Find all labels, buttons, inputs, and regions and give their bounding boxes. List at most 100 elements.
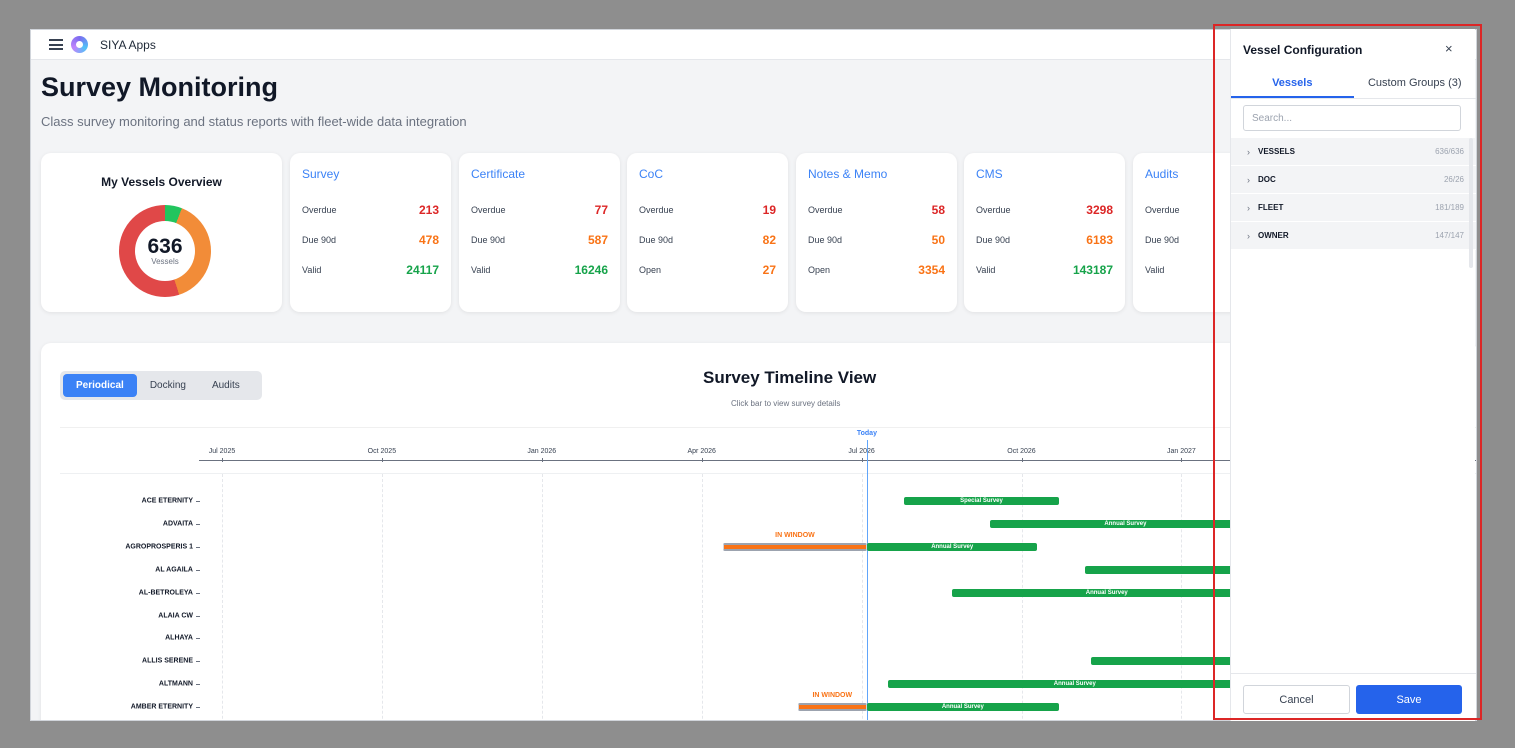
vessel-count: 636 xyxy=(147,235,183,258)
vessel-count-label: Vessels xyxy=(151,257,179,266)
search-input[interactable] xyxy=(1243,105,1461,131)
timeline-tabs: Periodical Docking Audits xyxy=(60,371,262,400)
group-name: VESSELS xyxy=(1258,147,1295,156)
survey-bar[interactable]: Annual Survey xyxy=(989,519,1262,528)
stat-value: 82 xyxy=(762,233,776,247)
survey-bar[interactable] xyxy=(1085,565,1262,574)
chevron-right-icon[interactable]: › xyxy=(1247,230,1250,241)
vessel-row-label[interactable]: ACE ETERNITY xyxy=(141,497,193,505)
chevron-right-icon[interactable]: › xyxy=(1247,174,1250,185)
survey-bar[interactable]: Annual Survey xyxy=(952,588,1262,597)
group-count: 636/636 xyxy=(1435,147,1464,156)
stat-row: Valid 16246 xyxy=(471,255,608,285)
gridline xyxy=(541,474,543,720)
vessel-row-label[interactable]: AMBER ETERNITY xyxy=(130,703,193,711)
stat-label: Due 90d xyxy=(1145,235,1180,245)
close-icon[interactable]: × xyxy=(1445,41,1453,56)
stat-card-notes-memo[interactable]: Notes & Memo Overdue 58 Due 90d 50 Open 3354 xyxy=(796,153,957,312)
chevron-right-icon[interactable]: › xyxy=(1247,146,1250,157)
stat-value: 587 xyxy=(587,233,608,247)
vessel-row-label[interactable]: ALTMANN xyxy=(158,680,193,688)
y-tick xyxy=(196,523,200,525)
stat-value: 24117 xyxy=(406,263,439,277)
survey-bar[interactable]: Special Survey xyxy=(904,497,1059,505)
gridline xyxy=(222,474,223,720)
stat-label: Overdue xyxy=(471,205,506,215)
group-count: 26/26 xyxy=(1443,175,1464,184)
siya-logo-icon xyxy=(71,36,88,53)
stat-row: Due 90d 82 xyxy=(639,225,776,255)
vessels-donut-chart[interactable]: 636 Vessels xyxy=(119,205,211,297)
gridline xyxy=(381,474,383,720)
x-tick xyxy=(1021,458,1023,462)
vessel-row-label[interactable]: ALAIA CW xyxy=(158,612,193,619)
vessel-configuration-panel: Vessel Configuration × Vessels Custom Gr… xyxy=(1230,29,1476,721)
stat-label: Overdue xyxy=(639,205,674,215)
stat-label: Overdue xyxy=(976,205,1011,215)
stat-label: Valid xyxy=(471,265,491,275)
chevron-right-icon[interactable]: › xyxy=(1247,202,1250,213)
menu-icon[interactable] xyxy=(49,39,63,50)
group-row-owner[interactable]: › OWNER 147/147 xyxy=(1231,222,1476,250)
stat-card-certificate[interactable]: Certificate Overdue 77 Due 90d 587 Valid 16246 xyxy=(459,153,620,312)
stat-row: Due 90d 50 xyxy=(808,225,945,255)
stat-value: 6183 xyxy=(1086,233,1113,247)
group-list: › VESSELS 636/636 › DOC 26/26 › FLEET 181/189 › OW… xyxy=(1231,138,1476,250)
tab-periodical[interactable]: Periodical xyxy=(63,374,137,397)
stat-card-title: Notes & Memo xyxy=(808,167,888,181)
stat-row: Valid 24117 xyxy=(302,255,439,285)
vessel-row-label[interactable]: ALLIS SERENE xyxy=(142,657,193,665)
survey-bar[interactable]: Annual Survey xyxy=(866,542,1038,551)
stat-row: Valid xyxy=(1145,255,1282,285)
stat-card-survey[interactable]: Survey Overdue 213 Due 90d 478 Valid 24117 xyxy=(290,153,451,312)
x-tick xyxy=(222,458,223,462)
survey-window-bar[interactable] xyxy=(723,542,867,551)
stat-row: Overdue 3298 xyxy=(976,195,1113,225)
group-row-doc[interactable]: › DOC 26/26 xyxy=(1231,166,1476,194)
stat-value: 77 xyxy=(594,203,608,217)
chart-header-separator xyxy=(60,473,1476,474)
stat-row: Open 27 xyxy=(639,255,776,285)
vessel-row-label[interactable]: AL-BETROLEYA xyxy=(138,589,193,597)
in-window-label: IN WINDOW xyxy=(812,692,853,700)
page-subtitle: Class survey monitoring and status repor… xyxy=(41,114,467,129)
stat-value: 478 xyxy=(418,233,439,247)
survey-bar[interactable]: Annual Survey xyxy=(888,680,1262,689)
x-tick-label: Oct 2026 xyxy=(1007,448,1036,455)
survey-bar[interactable] xyxy=(1090,657,1262,666)
tab-docking[interactable]: Docking xyxy=(149,380,186,391)
stat-label: Overdue xyxy=(808,205,843,215)
vessel-row-label[interactable]: ADVAITA xyxy=(162,520,193,528)
tab-custom-groups[interactable]: Custom Groups (3) xyxy=(1367,77,1462,89)
group-row-vessels[interactable]: › VESSELS 636/636 xyxy=(1231,138,1476,166)
stat-label: Valid xyxy=(976,265,996,275)
stat-card-title: CoC xyxy=(639,167,664,181)
stat-label: Overdue xyxy=(1145,205,1180,215)
stat-value: 143187 xyxy=(1072,263,1113,277)
stat-card-title: CMS xyxy=(976,167,1003,181)
vessel-row-label[interactable]: AGROPROSPERIS 1 xyxy=(125,543,193,551)
survey-window-bar[interactable] xyxy=(797,703,867,712)
stat-row: Valid 143187 xyxy=(976,255,1113,285)
stat-card-title: Survey xyxy=(302,167,340,181)
cancel-button[interactable]: Cancel xyxy=(1243,685,1350,714)
stat-label: Valid xyxy=(1145,265,1165,275)
stat-card-cms[interactable]: CMS Overdue 3298 Due 90d 6183 Valid 143187 xyxy=(964,153,1125,312)
today-line xyxy=(866,440,868,720)
x-tick xyxy=(1181,458,1183,462)
app-name: SIYA Apps xyxy=(100,37,156,52)
stat-row: Overdue 77 xyxy=(471,195,608,225)
stat-value: 3354 xyxy=(918,263,945,277)
panel-scrollbar[interactable] xyxy=(1469,138,1473,268)
survey-bar[interactable]: Annual Survey xyxy=(866,703,1059,712)
vessel-row-label[interactable]: ALHAYA xyxy=(165,634,193,642)
y-tick xyxy=(196,707,200,709)
vessel-row-label[interactable]: AL AGAILA xyxy=(155,566,193,574)
tab-audits[interactable]: Audits xyxy=(211,380,240,391)
group-row-fleet[interactable]: › FLEET 181/189 xyxy=(1231,194,1476,222)
tab-vessels[interactable]: Vessels xyxy=(1231,69,1354,98)
stat-card-coc[interactable]: CoC Overdue 19 Due 90d 82 Open 27 xyxy=(627,153,788,312)
x-tick-label: Jan 2027 xyxy=(1166,448,1196,455)
save-button[interactable]: Save xyxy=(1356,685,1462,714)
stat-value: 50 xyxy=(931,233,945,247)
